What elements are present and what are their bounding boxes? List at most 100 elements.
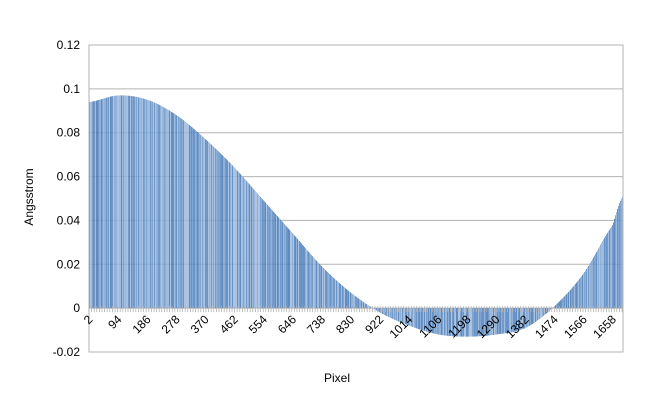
bar bbox=[487, 308, 488, 336]
bar bbox=[301, 243, 302, 309]
bar bbox=[543, 308, 544, 316]
bar bbox=[344, 287, 345, 309]
bar bbox=[292, 233, 293, 309]
bar bbox=[251, 186, 252, 309]
bar bbox=[555, 305, 556, 309]
bar bbox=[420, 308, 421, 330]
x-tick-label: 1566 bbox=[561, 312, 590, 341]
bar bbox=[359, 299, 360, 309]
bar bbox=[265, 202, 266, 309]
bar bbox=[569, 290, 570, 309]
x-tick-label: 186 bbox=[130, 312, 154, 336]
bar bbox=[440, 308, 441, 335]
y-tick-label: 0.06 bbox=[57, 170, 81, 184]
bar bbox=[184, 120, 185, 309]
bar bbox=[285, 225, 286, 309]
bar bbox=[610, 228, 611, 309]
bar bbox=[525, 308, 526, 328]
bar bbox=[413, 308, 414, 328]
bar bbox=[467, 308, 468, 337]
bar bbox=[343, 286, 344, 309]
bar bbox=[384, 308, 385, 315]
bar bbox=[231, 164, 232, 309]
bar bbox=[502, 308, 503, 334]
bar bbox=[227, 160, 228, 309]
bar bbox=[596, 251, 597, 309]
bar bbox=[534, 308, 535, 323]
bar bbox=[100, 99, 101, 309]
bar bbox=[491, 308, 492, 336]
bar bbox=[368, 305, 369, 309]
bar bbox=[225, 158, 226, 309]
bar bbox=[482, 308, 483, 337]
bar bbox=[346, 289, 347, 309]
bar bbox=[121, 95, 122, 309]
bar bbox=[334, 278, 335, 309]
bar bbox=[576, 282, 577, 309]
bar bbox=[264, 201, 265, 309]
bar bbox=[562, 298, 563, 309]
bar bbox=[357, 297, 358, 309]
bar bbox=[510, 308, 511, 333]
bar bbox=[453, 308, 454, 337]
bar bbox=[90, 101, 91, 309]
bar bbox=[107, 97, 108, 309]
bar bbox=[410, 308, 411, 327]
bar bbox=[442, 308, 443, 336]
bar bbox=[468, 308, 469, 337]
bar bbox=[336, 280, 337, 309]
bar bbox=[221, 154, 222, 309]
bar bbox=[315, 259, 316, 309]
y-tick-label: 0.1 bbox=[63, 82, 80, 96]
x-tick-label: 462 bbox=[217, 312, 241, 336]
bar bbox=[317, 261, 318, 309]
bar bbox=[126, 95, 127, 309]
bar bbox=[463, 308, 464, 337]
bar bbox=[507, 308, 508, 333]
bar bbox=[354, 295, 355, 309]
bar bbox=[450, 308, 451, 337]
bar bbox=[393, 308, 394, 320]
bar bbox=[523, 308, 524, 329]
bar bbox=[556, 304, 557, 309]
bar bbox=[163, 107, 164, 309]
bar bbox=[607, 232, 608, 309]
bar bbox=[609, 229, 610, 309]
bar bbox=[602, 241, 603, 309]
bar bbox=[579, 278, 580, 309]
bar bbox=[430, 308, 431, 333]
bar bbox=[200, 134, 201, 309]
bar bbox=[444, 308, 445, 336]
bar bbox=[621, 198, 622, 309]
bar bbox=[497, 308, 498, 335]
bar bbox=[386, 308, 387, 316]
bar bbox=[297, 238, 298, 309]
bar bbox=[323, 267, 324, 309]
bar bbox=[461, 308, 462, 337]
bar bbox=[93, 101, 94, 309]
bar bbox=[220, 153, 221, 309]
bar bbox=[561, 299, 562, 309]
bar bbox=[299, 241, 300, 309]
bar bbox=[91, 101, 92, 309]
bar bbox=[350, 292, 351, 309]
bar bbox=[515, 308, 516, 332]
bar bbox=[197, 131, 198, 309]
bar bbox=[201, 135, 202, 309]
bar bbox=[541, 308, 542, 318]
bar bbox=[544, 308, 545, 316]
bar bbox=[486, 308, 487, 336]
bar bbox=[390, 308, 391, 318]
bar bbox=[431, 308, 432, 333]
bar bbox=[425, 308, 426, 332]
bar bbox=[106, 97, 107, 309]
bar bbox=[600, 244, 601, 309]
bar bbox=[131, 96, 132, 309]
y-tick-label: 0.12 bbox=[57, 38, 81, 52]
bar bbox=[370, 306, 371, 309]
bar bbox=[139, 97, 140, 309]
bar bbox=[521, 308, 522, 330]
bar bbox=[595, 253, 596, 309]
x-tick-label: 922 bbox=[362, 312, 386, 336]
bar bbox=[116, 95, 117, 309]
